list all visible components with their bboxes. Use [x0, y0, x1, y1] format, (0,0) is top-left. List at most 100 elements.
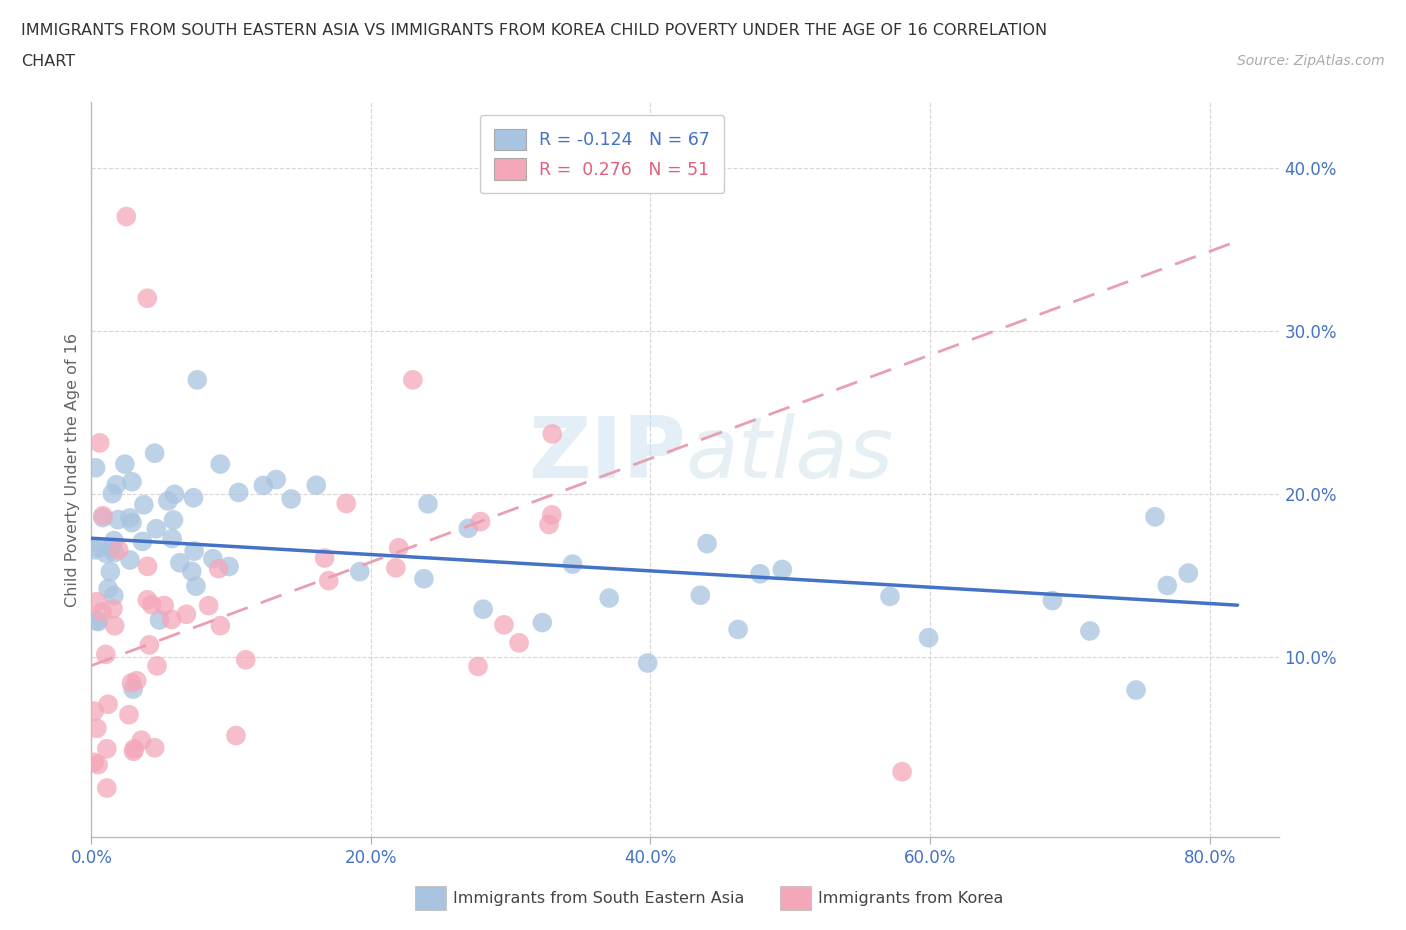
Point — [114, 457, 136, 472]
Point — [86, 721, 108, 736]
Point — [83, 755, 105, 770]
Point — [91, 604, 114, 619]
Point — [467, 659, 489, 674]
Point — [163, 487, 186, 502]
Point — [148, 613, 170, 628]
Point — [637, 656, 659, 671]
Point — [87, 757, 110, 772]
Point — [153, 598, 176, 613]
Text: atlas: atlas — [685, 414, 893, 497]
Point — [280, 491, 302, 506]
Point — [86, 594, 108, 609]
Point — [1156, 578, 1178, 593]
Point — [197, 598, 219, 613]
Point — [201, 551, 224, 566]
Point — [97, 581, 120, 596]
Point — [103, 588, 125, 603]
Point — [101, 601, 124, 616]
Point — [727, 622, 749, 637]
Point — [349, 565, 371, 579]
Point — [228, 485, 250, 500]
Point — [160, 531, 183, 546]
Point — [103, 533, 125, 548]
Point — [561, 557, 583, 572]
Point — [492, 618, 515, 632]
Y-axis label: Child Poverty Under the Age of 16: Child Poverty Under the Age of 16 — [65, 333, 80, 606]
Legend: R = -0.124   N = 67, R =  0.276   N = 51: R = -0.124 N = 67, R = 0.276 N = 51 — [481, 114, 724, 193]
Point — [89, 435, 111, 450]
Point — [457, 521, 479, 536]
Text: Source: ZipAtlas.com: Source: ZipAtlas.com — [1237, 54, 1385, 68]
Point — [145, 522, 167, 537]
Point — [180, 564, 202, 578]
Point — [540, 508, 562, 523]
Point — [146, 658, 169, 673]
Point — [131, 534, 153, 549]
Point — [412, 571, 434, 586]
Point — [470, 514, 492, 529]
Point — [104, 618, 127, 633]
Point — [138, 637, 160, 652]
Point — [209, 457, 232, 472]
Point — [1125, 683, 1147, 698]
Point — [388, 540, 411, 555]
Point — [314, 551, 336, 565]
Point — [184, 578, 207, 593]
Point — [132, 498, 155, 512]
Point — [84, 542, 107, 557]
Text: Immigrants from South Eastern Asia: Immigrants from South Eastern Asia — [453, 891, 744, 906]
Point — [508, 635, 530, 650]
Point — [143, 445, 166, 460]
Point — [118, 552, 141, 567]
Point — [96, 741, 118, 756]
Point — [94, 647, 117, 662]
Point — [183, 490, 205, 505]
Point — [335, 496, 357, 511]
Point — [917, 631, 939, 645]
Point — [696, 537, 718, 551]
Point — [891, 764, 914, 779]
Point — [531, 615, 554, 630]
Point — [176, 607, 198, 622]
Point — [1078, 623, 1101, 638]
Point — [209, 618, 232, 633]
Point — [141, 597, 163, 612]
Point — [125, 673, 148, 688]
Point — [385, 561, 408, 576]
Point — [98, 540, 121, 555]
Point — [136, 559, 159, 574]
Point — [252, 478, 274, 493]
Point — [225, 728, 247, 743]
Point — [131, 733, 153, 748]
Point — [162, 512, 184, 527]
Point — [416, 497, 439, 512]
Point — [749, 566, 772, 581]
Point — [122, 744, 145, 759]
Point — [87, 614, 110, 629]
Text: Immigrants from Korea: Immigrants from Korea — [818, 891, 1004, 906]
Point — [122, 682, 145, 697]
Point — [98, 565, 121, 579]
Point — [689, 588, 711, 603]
Point — [121, 515, 143, 530]
Point — [537, 517, 560, 532]
Point — [94, 546, 117, 561]
Point — [96, 780, 118, 795]
Point — [235, 652, 257, 667]
Point — [770, 562, 793, 577]
Point — [136, 291, 159, 306]
Point — [879, 589, 901, 604]
Point — [218, 559, 240, 574]
Point — [183, 544, 205, 559]
Text: IMMIGRANTS FROM SOUTH EASTERN ASIA VS IMMIGRANTS FROM KOREA CHILD POVERTY UNDER : IMMIGRANTS FROM SOUTH EASTERN ASIA VS IM… — [21, 23, 1047, 38]
Point — [136, 592, 159, 607]
Point — [91, 511, 114, 525]
Point — [105, 477, 128, 492]
Point — [169, 555, 191, 570]
Point — [305, 478, 328, 493]
Point — [156, 494, 179, 509]
Point — [97, 697, 120, 711]
Point — [1143, 510, 1166, 525]
Point — [186, 372, 208, 387]
Point — [121, 675, 143, 690]
